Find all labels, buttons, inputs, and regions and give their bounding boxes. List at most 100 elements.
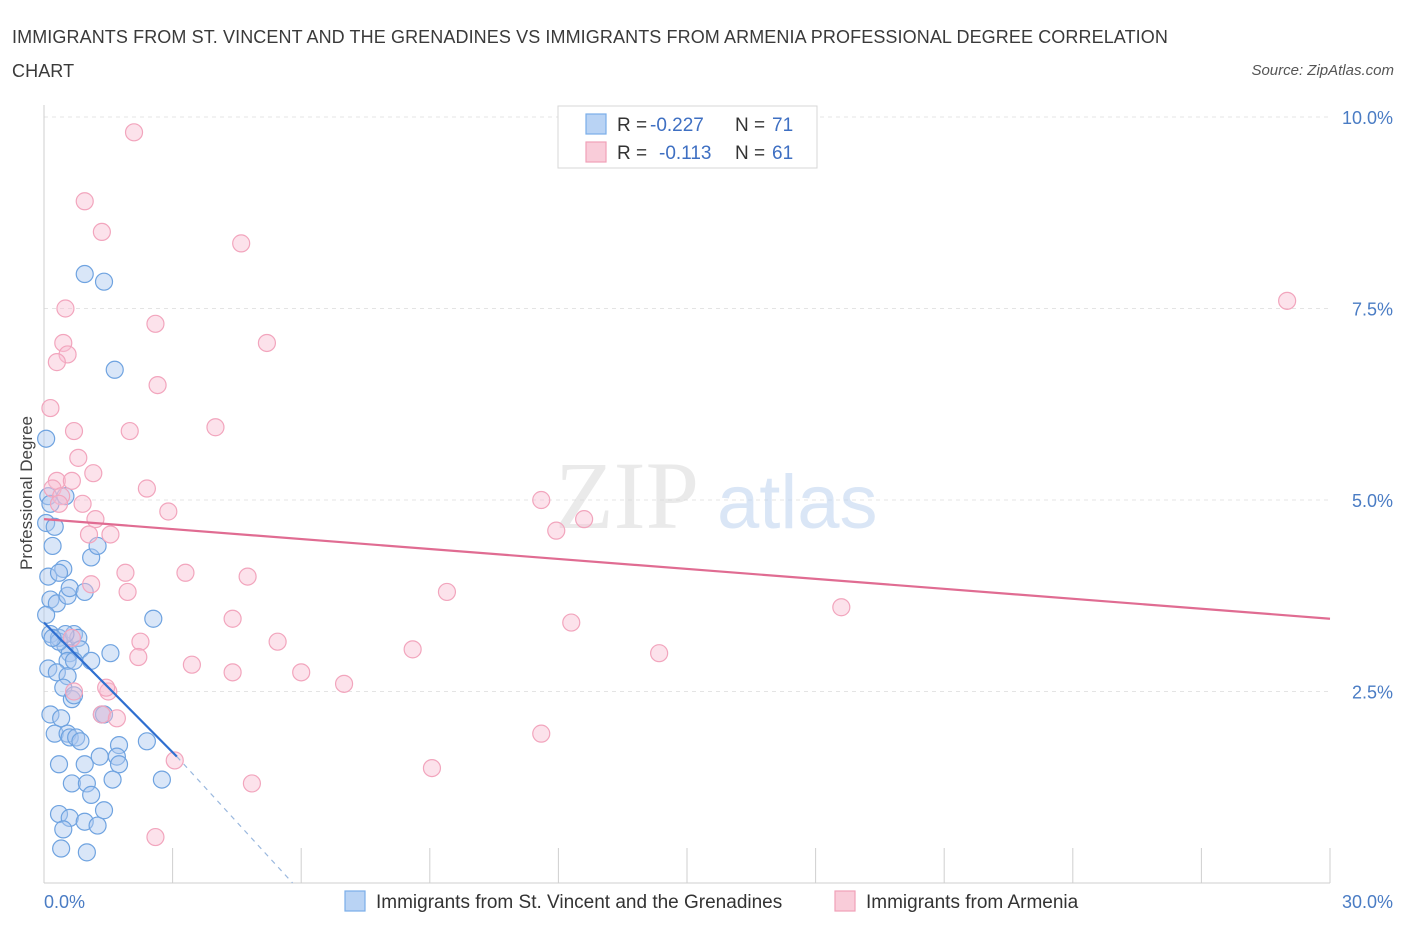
point-s0-34 (41, 705, 60, 724)
point-s1-3 (232, 234, 251, 253)
legend-n-value-armenia: 61 (772, 143, 793, 164)
point-s0-33 (64, 686, 84, 705)
axes (43, 105, 1331, 884)
point-s0-44 (137, 732, 156, 751)
point-s1-30 (101, 525, 120, 544)
point-s1-15 (69, 448, 88, 467)
x-tick-label-0: 0.0% (44, 892, 85, 912)
point-s0-27 (144, 609, 163, 628)
point-s1-48 (131, 632, 150, 651)
point-s1-24 (159, 502, 178, 521)
point-s1-56 (422, 758, 442, 778)
bottom-legend-swatch-vincent (344, 890, 366, 912)
y-tick-label-0: 2.5% (1352, 683, 1393, 703)
point-s0-51 (77, 774, 96, 793)
point-s1-42 (403, 640, 422, 659)
y-tick-label-2: 7.5% (1352, 300, 1393, 320)
legend-swatch-vincent (585, 113, 607, 135)
bottom-legend-label-armenia: Immigrants from Armenia (866, 892, 1079, 913)
point-s0-6 (39, 567, 58, 586)
point-s1-39 (268, 632, 287, 651)
grid-lines (44, 116, 1330, 692)
point-s0-59 (94, 801, 114, 820)
x-tick-label-1: 30.0% (1342, 892, 1393, 912)
point-s1-40 (292, 663, 311, 682)
point-s0-64 (94, 272, 114, 291)
y-tick-label-1: 5.0% (1352, 491, 1393, 511)
source-label: Source: ZipAtlas.com (1251, 62, 1394, 79)
point-s1-13 (120, 421, 139, 441)
watermark-atlas: atlas (717, 460, 878, 545)
bottom-legend: Immigrants from St. Vincent and the Gren… (344, 890, 1079, 913)
point-s1-28 (86, 510, 105, 529)
point-s1-11 (41, 398, 60, 418)
point-s1-7 (54, 333, 73, 353)
point-s0-58 (88, 816, 107, 835)
point-s1-21 (49, 494, 69, 513)
bottom-legend-swatch-armenia (834, 890, 856, 912)
legend-r-label-vincent: R = (617, 115, 647, 136)
point-s1-25 (532, 490, 551, 510)
trend-line-s0 (43, 621, 178, 758)
point-s1-34 (238, 567, 257, 586)
point-s1-0 (124, 123, 144, 142)
point-s0-29 (47, 663, 66, 682)
point-s1-29 (79, 525, 99, 544)
legend-n-label-vincent: N = (735, 115, 765, 136)
point-s0-53 (103, 770, 122, 789)
point-s0-11 (37, 605, 56, 625)
point-s1-58 (242, 774, 262, 793)
point-s1-37 (182, 655, 201, 674)
point-s0-52 (82, 785, 101, 805)
tick-labels: 2.5% 5.0% 7.5% 10.0% 0.0% 30.0% (44, 108, 1393, 912)
chart-title: IMMIGRANTS FROM ST. VINCENT AND THE GREN… (12, 27, 1168, 81)
point-s1-14 (206, 418, 225, 437)
point-s0-43 (109, 736, 129, 755)
point-s1-51 (97, 678, 116, 697)
point-s0-40 (71, 732, 90, 751)
point-s1-36 (437, 582, 457, 602)
legend-swatch-armenia (585, 141, 607, 163)
point-s0-47 (90, 747, 109, 766)
point-s1-9 (47, 353, 66, 372)
point-s0-25 (82, 651, 101, 670)
point-s1-18 (62, 471, 81, 490)
point-s1-49 (129, 647, 148, 667)
y-tick-label-3: 10.0% (1342, 108, 1393, 128)
point-s0-30 (58, 667, 77, 686)
point-s1-43 (562, 613, 581, 632)
point-s0-15 (82, 548, 101, 567)
point-s0-46 (75, 755, 94, 774)
point-s1-54 (223, 663, 242, 682)
point-s0-70 (43, 628, 62, 647)
legend-n-value-vincent: 71 (772, 115, 793, 136)
point-s1-60 (64, 682, 84, 701)
point-s0-8 (49, 563, 69, 582)
point-s0-62 (77, 843, 96, 862)
point-s1-4 (56, 299, 75, 318)
point-s1-23 (137, 479, 156, 498)
point-s1-16 (84, 464, 103, 483)
point-s1-26 (547, 521, 566, 540)
point-s0-61 (52, 839, 71, 858)
point-s0-65 (105, 360, 124, 379)
point-s0-69 (64, 651, 84, 670)
point-s1-44 (650, 644, 669, 663)
point-s0-63 (75, 264, 94, 284)
point-s0-50 (62, 774, 81, 793)
point-s0-45 (49, 755, 69, 774)
point-s1-59 (146, 827, 165, 847)
trend-line-s1 (43, 518, 1331, 620)
point-s1-55 (165, 751, 184, 770)
point-s1-1 (75, 192, 94, 211)
point-s1-31 (116, 563, 135, 582)
point-s1-27 (575, 510, 594, 529)
point-s0-24 (58, 651, 77, 670)
point-s1-38 (223, 609, 242, 628)
watermark-zip: ZIP (555, 442, 699, 549)
legend-box: R = -0.227 N = 71 R = -0.113 N = 61 (557, 105, 818, 169)
legend-r-value-armenia: -0.113 (659, 143, 711, 164)
point-s0-0 (37, 429, 56, 448)
point-s0-4 (45, 517, 64, 536)
